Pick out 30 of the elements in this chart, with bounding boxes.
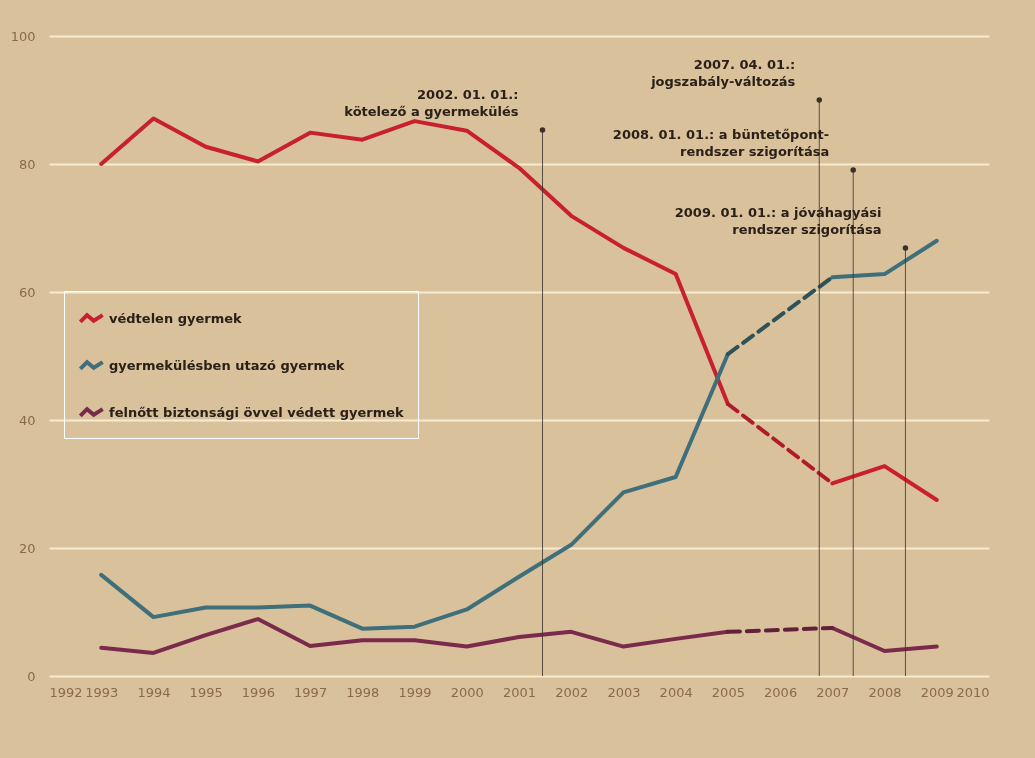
- x-tick-label: 2010: [956, 684, 990, 700]
- x-tick-label: 1995: [189, 684, 223, 700]
- x-tick-label: 2001: [502, 684, 537, 700]
- legend-label: gyermekülésben utazó gyermek: [109, 357, 345, 373]
- x-tick-label: 2003: [607, 684, 641, 700]
- x-tick-label: 2002: [555, 684, 589, 700]
- x-tick-label: 2008: [868, 684, 902, 700]
- x-tick-label: 1993: [85, 684, 119, 700]
- legend-label: felnőtt biztonsági övvel védett gyermek: [109, 404, 405, 420]
- y-tick-label: 40: [18, 412, 36, 428]
- y-tick-label: 100: [10, 28, 36, 44]
- y-tick-label: 60: [18, 284, 36, 300]
- x-tick-label: 1996: [241, 684, 275, 700]
- x-tick-label: 1994: [137, 684, 171, 700]
- x-tick-label: 1998: [346, 684, 380, 700]
- x-tick-label: 1992: [49, 684, 83, 700]
- x-tick-label: 2005: [711, 684, 745, 700]
- x-tick-label: 1999: [398, 684, 432, 700]
- legend-label: védtelen gyermek: [109, 310, 243, 326]
- x-tick-label: 2004: [659, 684, 693, 700]
- x-tick-label: 2006: [764, 684, 798, 700]
- x-tick-label: 2007: [816, 684, 850, 700]
- y-tick-label: 80: [18, 156, 36, 172]
- x-tick-label: 2009: [920, 684, 954, 700]
- x-tick-label: 1997: [294, 684, 328, 700]
- ref-line-label: 2007. 04. 01.: jogszabály-változás: [650, 57, 796, 89]
- y-tick-label: 0: [27, 668, 36, 684]
- y-tick-label: 20: [18, 540, 36, 556]
- x-tick-label: 2000: [450, 684, 484, 700]
- ref-line-label: 2002. 01. 01.: kötelező a gyermekülés: [344, 87, 519, 119]
